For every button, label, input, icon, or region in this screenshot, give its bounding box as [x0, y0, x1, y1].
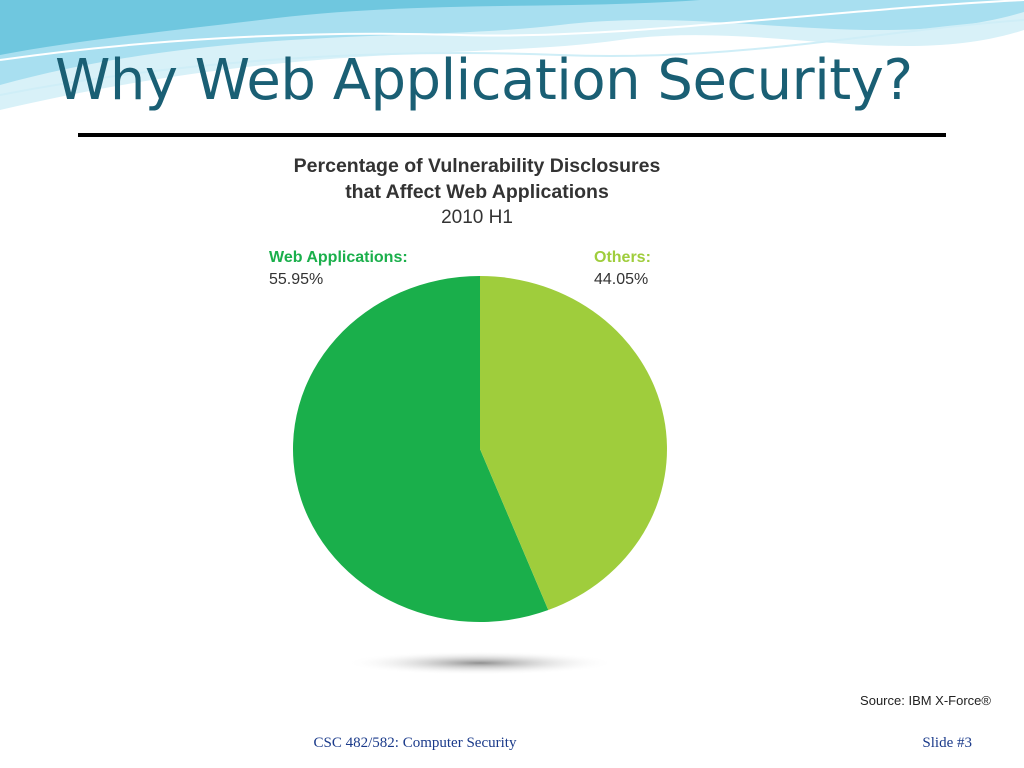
- footer-course: CSC 482/582: Computer Security: [313, 735, 517, 751]
- pie-chart: Percentage of Vulnerability Disclosures …: [269, 155, 991, 708]
- chart-source: Source: IBM X-Force®: [860, 693, 991, 708]
- chart-title-line2: that Affect Web Applications: [345, 181, 609, 203]
- chart-subtitle: 2010 H1: [441, 207, 513, 228]
- legend-others-value: 44.05%: [594, 271, 648, 288]
- header-wave-decoration: [0, 0, 1024, 110]
- chart-title: Percentage of Vulnerability Disclosures: [294, 155, 661, 177]
- legend-web-applications-value: 55.95%: [269, 271, 323, 288]
- pie-shadow: [345, 651, 615, 675]
- pie-slice-others: [480, 276, 667, 611]
- slide-title: Why Web Application Security?: [55, 48, 913, 113]
- pie-slice-web-applications: [292, 276, 549, 622]
- footer-slide-number: Slide #3: [922, 735, 972, 751]
- legend-others-name: Others:: [594, 249, 651, 266]
- title-underline: [78, 133, 946, 137]
- chart-figure: Percentage of Vulnerability Disclosures …: [18, 143, 997, 735]
- legend-web-applications-name: Web Applications:: [269, 249, 408, 266]
